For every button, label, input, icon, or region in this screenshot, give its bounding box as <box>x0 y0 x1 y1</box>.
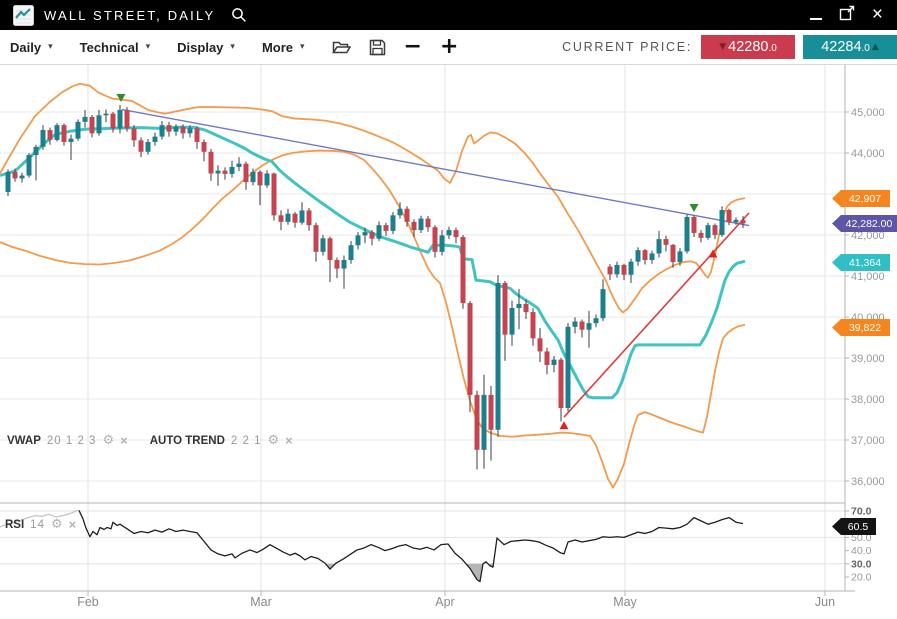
open-chart-button[interactable] <box>331 39 351 56</box>
svg-text:45,000: 45,000 <box>851 107 885 119</box>
svg-text:39,000: 39,000 <box>851 353 885 365</box>
rsi-remove-icon[interactable]: × <box>68 517 77 532</box>
menu-display[interactable]: Display ▾ <box>177 39 235 55</box>
svg-text:36,000: 36,000 <box>851 476 885 488</box>
vwap-settings-gear-icon[interactable]: ⚙ <box>102 433 115 448</box>
window-controls: × <box>809 5 883 26</box>
chevron-down-icon: ▾ <box>230 42 235 52</box>
chart-toolbar: Daily ▾ Technical ▾ Display ▾ More ▾ − +… <box>0 30 897 65</box>
close-button[interactable]: × <box>872 5 883 25</box>
svg-text:37,000: 37,000 <box>851 435 885 447</box>
popout-icon <box>839 5 855 20</box>
chevron-down-icon: ▾ <box>300 42 305 52</box>
popout-button[interactable] <box>839 5 855 26</box>
rsi-value-badge: 60.5 <box>832 518 876 535</box>
menu-technical[interactable]: Technical ▾ <box>79 39 151 55</box>
folder-open-icon <box>331 41 351 53</box>
svg-text:30.0: 30.0 <box>851 558 872 570</box>
sell-price-decimal: .0 <box>768 43 777 54</box>
svg-text:38,000: 38,000 <box>851 394 885 406</box>
autotrend-indicator-label: AUTO TREND <box>149 434 225 447</box>
current-price-label: CURRENT PRICE: <box>562 40 692 54</box>
vwap-remove-icon[interactable]: × <box>120 433 128 448</box>
svg-text:70.0: 70.0 <box>851 506 872 518</box>
price-down-icon: ▼ <box>719 42 727 52</box>
buy-price-button[interactable]: 42284 .0 ▲ <box>803 35 897 59</box>
search-button[interactable] <box>231 7 247 23</box>
rsi-indicator-params: 14 <box>30 518 45 531</box>
title-bar: WALL STREET, DAILY × <box>0 0 897 30</box>
rsi-settings-gear-icon[interactable]: ⚙ <box>50 517 63 532</box>
chevron-down-icon: ▾ <box>145 42 151 52</box>
buy-price-value: 42284 <box>821 39 862 55</box>
svg-text:Apr: Apr <box>435 595 454 609</box>
band-lower-price-badge: 39,822 <box>832 319 890 336</box>
rsi-label-row: RSI 14 ⚙ × <box>5 518 76 531</box>
svg-text:40.0: 40.0 <box>851 545 872 557</box>
search-icon <box>232 8 247 22</box>
svg-text:41,000: 41,000 <box>851 271 885 283</box>
chart-canvas[interactable]: 45,00044,00043,00042,00041,00040,00039,0… <box>0 65 897 619</box>
price-chart[interactable]: 45,00044,00043,00042,00041,00040,00039,0… <box>0 65 897 619</box>
svg-text:Feb: Feb <box>77 595 99 609</box>
price-up-icon: ▲ <box>871 42 879 52</box>
autotrend-settings-gear-icon[interactable]: ⚙ <box>267 433 280 448</box>
svg-text:44,000: 44,000 <box>851 148 885 160</box>
svg-text:20.0: 20.0 <box>851 572 872 584</box>
svg-text:Mar: Mar <box>250 595 272 609</box>
svg-text:Jun: Jun <box>815 595 835 609</box>
vwap-price-badge: 41,364 <box>832 254 890 271</box>
close-icon: × <box>871 4 883 25</box>
indicator-labels-row: VWAP 20 1 2 3 ⚙ × AUTO TREND 2 2 1 ⚙ × <box>7 434 293 447</box>
chart-app-icon <box>13 4 34 26</box>
sell-price-button[interactable]: ▼ 42280 .0 <box>701 35 795 59</box>
zoom-out-button[interactable]: − <box>403 34 422 59</box>
autotrend-indicator-params: 2 2 1 <box>230 434 262 447</box>
window-title: WALL STREET, DAILY <box>44 7 216 23</box>
sell-price-value: 42280 <box>728 39 769 55</box>
menu-more[interactable]: More ▾ <box>261 39 305 55</box>
buy-price-decimal: .0 <box>861 43 870 54</box>
svg-text:42,000: 42,000 <box>851 230 885 242</box>
menu-timeframe[interactable]: Daily ▾ <box>10 39 53 55</box>
vwap-indicator-label: VWAP <box>7 434 41 447</box>
band-upper-price-badge: 42,907 <box>832 190 890 207</box>
rsi-indicator-label: RSI <box>5 518 25 531</box>
minimize-button[interactable] <box>809 10 822 20</box>
vwap-indicator-params: 20 1 2 3 <box>46 434 97 447</box>
autotrend-remove-icon[interactable]: × <box>285 433 293 448</box>
minimize-icon <box>809 18 822 20</box>
svg-text:May: May <box>613 595 637 609</box>
zoom-in-button[interactable]: + <box>439 34 459 59</box>
save-chart-button[interactable] <box>369 39 386 56</box>
last-price-badge: 42,282.00 <box>832 215 897 232</box>
save-icon <box>369 39 385 55</box>
chevron-down-icon: ▾ <box>48 42 53 52</box>
